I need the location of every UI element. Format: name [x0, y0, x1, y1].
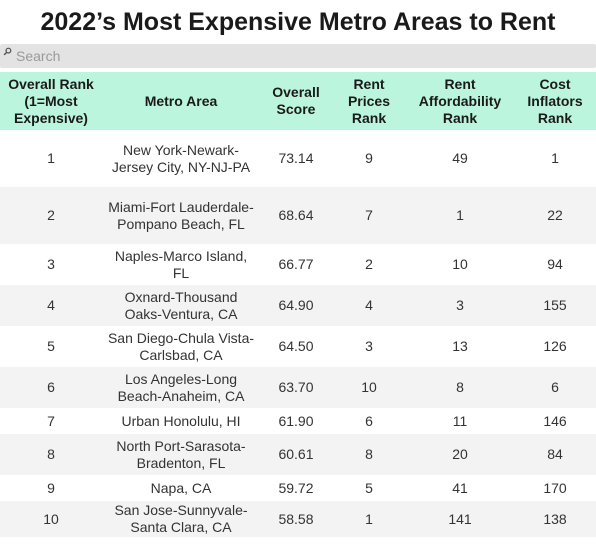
cell-rent-prices-rank: 3 — [365, 338, 373, 354]
cell-overall-rank: 5 — [47, 338, 55, 354]
page-title: 2022’s Most Expensive Metro Areas to Ren… — [40, 8, 556, 36]
table-row: 10 San Jose-Sunnyvale-Santa Clara, CA 58… — [0, 501, 596, 537]
cell-metro-area: North Port-Sarasota-Bradenton, FL — [102, 434, 260, 475]
cell-rent-prices-rank: 4 — [332, 285, 406, 326]
cell-rent-affordability-rank: 41 — [452, 479, 468, 496]
cell-cost-inflators-rank: 146 — [543, 412, 567, 429]
cell-overall-score: 73.14 — [278, 150, 314, 166]
table-row: 2 Miami-Fort Lauderdale-Pompano Beach, F… — [0, 187, 596, 244]
cell-rent-affordability-rank: 3 — [406, 285, 514, 326]
table-row: 3 Naples-Marco Island, FL 66.77 2 10 94 — [0, 244, 596, 285]
search-bar[interactable] — [0, 44, 596, 68]
cell-overall-score: 63.70 — [260, 367, 332, 408]
cell-cost-inflators-rank: 22 — [514, 187, 596, 244]
cell-cost-inflators-rank: 126 — [543, 338, 567, 354]
cell-rent-affordability-rank: 20 — [406, 434, 514, 475]
table-row: 9 Napa, CA 59.72 5 41 170 — [0, 475, 596, 501]
cell-overall-rank: 4 — [0, 285, 102, 326]
cell-overall-score: 66.77 — [278, 256, 314, 272]
cell-overall-rank: 10 — [0, 501, 102, 537]
cell-rent-affordability-rank: 11 — [452, 412, 468, 429]
search-input[interactable] — [16, 44, 576, 68]
rent-ranking-table: Overall Rank (1=Most Expensive) Metro Ar… — [0, 72, 596, 537]
cell-rent-affordability-rank: 8 — [406, 367, 514, 408]
header-overall-score[interactable]: Overall Score — [260, 72, 332, 130]
cell-overall-rank: 6 — [0, 367, 102, 408]
cell-cost-inflators-rank: 6 — [514, 367, 596, 408]
cell-cost-inflators-rank: 84 — [514, 434, 596, 475]
cell-rent-prices-rank: 7 — [332, 187, 406, 244]
cell-overall-score: 60.61 — [260, 434, 332, 475]
cell-rent-prices-rank: 5 — [365, 479, 373, 496]
cell-cost-inflators-rank: 1 — [551, 150, 559, 166]
cell-rent-prices-rank: 8 — [332, 434, 406, 475]
cell-cost-inflators-rank: 155 — [514, 285, 596, 326]
cell-overall-score: 61.90 — [278, 412, 314, 429]
cell-rent-prices-rank: 6 — [365, 412, 373, 429]
cell-overall-rank: 8 — [0, 434, 102, 475]
cell-rent-affordability-rank: 141 — [406, 501, 514, 537]
cell-metro-area: Los Angeles-Long Beach-Anaheim, CA — [102, 367, 260, 408]
header-cost-inflators-rank[interactable]: Cost Inflators Rank — [514, 72, 596, 130]
header-rent-affordability-rank[interactable]: Rent Affordability Rank — [406, 72, 514, 130]
table-row: 7 Urban Honolulu, HI 61.90 6 11 146 — [0, 408, 596, 434]
cell-rent-affordability-rank: 49 — [452, 150, 468, 166]
header-rent-prices-rank[interactable]: Rent Prices Rank — [332, 72, 406, 130]
header-overall-rank[interactable]: Overall Rank (1=Most Expensive) — [0, 72, 102, 130]
cell-overall-score: 64.50 — [278, 338, 314, 354]
cell-rent-prices-rank: 10 — [332, 367, 406, 408]
table-row: 1 New York-Newark-Jersey City, NY-NJ-PA … — [0, 130, 596, 187]
table-row: 4 Oxnard-Thousand Oaks-Ventura, CA 64.90… — [0, 285, 596, 326]
table-row: 8 North Port-Sarasota-Bradenton, FL 60.6… — [0, 434, 596, 475]
table-row: 6 Los Angeles-Long Beach-Anaheim, CA 63.… — [0, 367, 596, 408]
cell-metro-area: Oxnard-Thousand Oaks-Ventura, CA — [102, 285, 260, 326]
cell-metro-area: Napa, CA — [150, 479, 212, 496]
cell-rent-affordability-rank: 10 — [452, 256, 468, 272]
cell-metro-area: San Diego-Chula Vista-Carlsbad, CA — [107, 329, 255, 363]
cell-rent-prices-rank: 1 — [332, 501, 406, 537]
search-icon — [3, 47, 12, 56]
cell-rent-prices-rank: 9 — [365, 150, 373, 166]
cell-overall-score: 59.72 — [278, 479, 314, 496]
cell-cost-inflators-rank: 94 — [547, 256, 563, 272]
cell-overall-rank: 7 — [47, 412, 55, 429]
cell-metro-area: New York-Newark-Jersey City, NY-NJ-PA — [111, 141, 251, 175]
cell-overall-score: 64.90 — [260, 285, 332, 326]
cell-overall-rank: 1 — [47, 150, 55, 166]
cell-overall-rank: 2 — [0, 187, 102, 244]
cell-overall-rank: 9 — [47, 479, 55, 496]
cell-rent-affordability-rank: 13 — [452, 338, 468, 354]
cell-overall-score: 58.58 — [260, 501, 332, 537]
table-row: 5 San Diego-Chula Vista-Carlsbad, CA 64.… — [0, 326, 596, 367]
cell-metro-area: San Jose-Sunnyvale-Santa Clara, CA — [102, 501, 260, 537]
cell-cost-inflators-rank: 170 — [543, 479, 567, 496]
cell-metro-area: Urban Honolulu, HI — [121, 412, 241, 429]
cell-rent-affordability-rank: 1 — [406, 187, 514, 244]
cell-overall-rank: 3 — [47, 256, 55, 272]
cell-cost-inflators-rank: 138 — [514, 501, 596, 537]
table-header-row: Overall Rank (1=Most Expensive) Metro Ar… — [0, 72, 596, 130]
header-metro-area[interactable]: Metro Area — [102, 72, 260, 130]
cell-rent-prices-rank: 2 — [365, 256, 373, 272]
cell-overall-score: 68.64 — [260, 187, 332, 244]
cell-metro-area: Naples-Marco Island, FL — [114, 247, 248, 281]
cell-metro-area: Miami-Fort Lauderdale-Pompano Beach, FL — [102, 187, 260, 244]
